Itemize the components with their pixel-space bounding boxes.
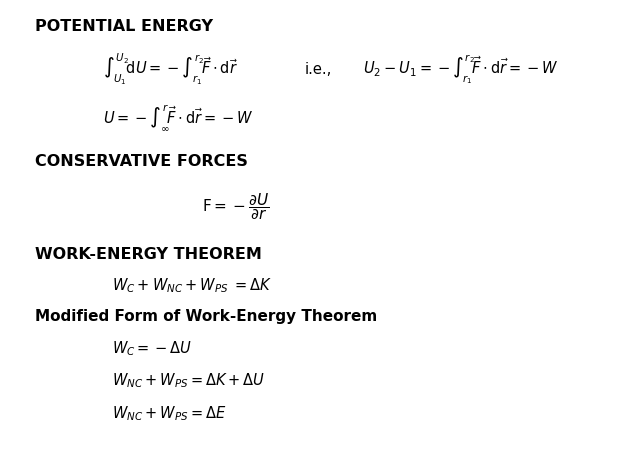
Text: $\mathrm{F=} -\dfrac{\partial U}{\partial r}$: $\mathrm{F=} -\dfrac{\partial U}{\partia… [202,192,270,222]
Text: CONSERVATIVE FORCES: CONSERVATIVE FORCES [35,154,248,169]
Text: $W_C = -\Delta U$: $W_C = -\Delta U$ [112,339,193,358]
Text: $U = -\int_{\infty}^{r}\!\vec{F}\cdot\mathrm{d}\vec{r} = -W$: $U = -\int_{\infty}^{r}\!\vec{F}\cdot\ma… [103,102,253,131]
Text: i.e.,: i.e., [305,61,332,77]
Text: $W_C + W_{NC} + W_{PS}\; = \Delta K$: $W_C + W_{NC} + W_{PS}\; = \Delta K$ [112,276,272,295]
Text: WORK-ENERGY THEOREM: WORK-ENERGY THEOREM [35,247,262,262]
Text: $U_2 - U_1 = -\int_{r_1}^{r_2}\!\vec{F}\cdot\mathrm{d}\vec{r} = -W$: $U_2 - U_1 = -\int_{r_1}^{r_2}\!\vec{F}\… [363,52,559,86]
Text: $W_{NC} + W_{PS} = \Delta E$: $W_{NC} + W_{PS} = \Delta E$ [112,405,227,424]
Text: $\int_{U_1}^{U_2}\!\mathrm{d}U = -\int_{r_1}^{r_2}\!\vec{F}\cdot\mathrm{d}\vec{r: $\int_{U_1}^{U_2}\!\mathrm{d}U = -\int_{… [103,51,238,87]
Text: Modified Form of Work-Energy Theorem: Modified Form of Work-Energy Theorem [35,309,377,324]
Text: POTENTIAL ENERGY: POTENTIAL ENERGY [35,19,213,34]
Text: $W_{NC} + W_{PS} = \Delta K + \Delta U$: $W_{NC} + W_{PS} = \Delta K + \Delta U$ [112,371,266,390]
